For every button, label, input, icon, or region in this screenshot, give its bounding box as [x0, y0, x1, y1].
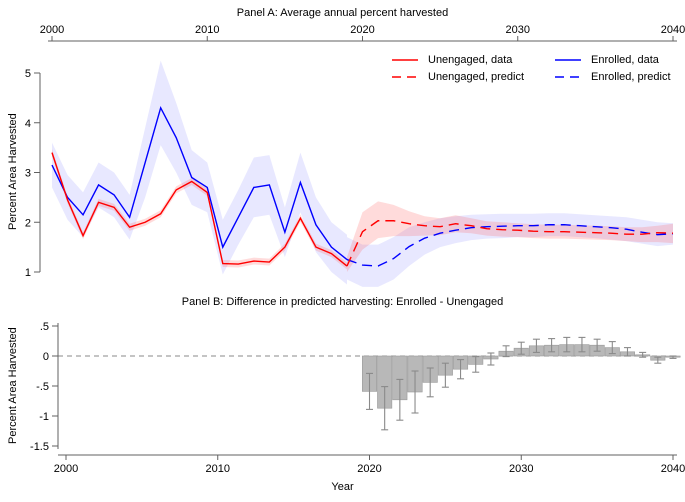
panel-a-x-tick-label: 2020: [350, 24, 374, 36]
legend-label: Enrolled, data: [591, 54, 659, 66]
panel-a-axes: [34, 36, 677, 273]
errorbar-2039: [654, 356, 662, 364]
errorbar-2021: [381, 386, 389, 431]
errorbar-2024: [426, 367, 434, 398]
errorbar-2030: [517, 341, 525, 355]
x-axis-label: Year: [331, 481, 354, 493]
legend-item-unengaged-data: Unengaged, data: [391, 54, 524, 66]
panel-b-title: Panel B: Difference in predicted harvest…: [181, 296, 504, 308]
errorbar-2029: [502, 345, 510, 358]
legend-item-unengaged-predict: Unengaged, predict: [391, 71, 524, 83]
legend-item-enrolled-data: Enrolled, data: [554, 54, 671, 66]
panel-b-y-tick-label: -1.5: [30, 441, 49, 453]
errorbar-2032: [548, 338, 556, 353]
legend-swatch-enrolled-data-icon: [555, 59, 582, 61]
legend-label: Enrolled, predict: [591, 71, 671, 83]
panel-a: 2000 2010 2020 2030 2040 1 2 3 4 5: [25, 24, 685, 287]
panel-b-y-axis-label: Percent Area Harvested: [7, 327, 19, 445]
errorbar-2026: [457, 359, 465, 380]
panel-b-y-tick-label: -.5: [36, 381, 49, 393]
band-unengaged-data: [52, 149, 347, 270]
panel-b-axes: [52, 323, 677, 460]
panel-a-y-tick-label: 3: [25, 168, 31, 180]
panel-a-x-tick-label: 2000: [40, 24, 64, 36]
panel-b-y-tick-label: -1: [39, 411, 49, 423]
legend-swatch-enrolled-predict-icon: [555, 76, 582, 78]
panel-b-x-tick-label: 2020: [357, 463, 381, 475]
panel-b: .5 0 -.5 -1 -1.5 2000 2010 2020 2030 2040: [30, 321, 685, 475]
errorbar-2037: [623, 347, 631, 357]
errorbar-2034: [578, 336, 586, 353]
errorbar-2031: [532, 338, 540, 353]
panel-a-x-tick-label: 2040: [661, 24, 685, 36]
band-enrolled-data: [52, 60, 347, 285]
panel-b-x-tick-label: 2040: [661, 463, 685, 475]
panel-a-y-tick-label: 4: [25, 118, 31, 130]
line-enrolled-data: [51, 105, 348, 261]
errorbar-2036: [608, 341, 616, 355]
errorbar-2022: [396, 378, 404, 421]
legend-label: Unengaged, data: [428, 54, 513, 66]
line-unengaged-predict: [346, 220, 674, 267]
panel-a-y-tick-label: 1: [25, 267, 31, 279]
legend: Unengaged, data Unengaged, predict Enrol…: [391, 54, 671, 83]
legend-label: Unengaged, predict: [428, 71, 525, 83]
panel-b-y-tick-label: .5: [40, 321, 49, 333]
panel-a-title: Panel A: Average annual percent harveste…: [236, 7, 449, 19]
errorbar-2020: [366, 372, 373, 410]
panel-a-y-axis-label: Percent Area Harvested: [7, 113, 19, 231]
legend-swatch-unengaged-predict-icon: [392, 76, 418, 78]
errorbar-2035: [593, 338, 601, 352]
panel-a-y-tick-label: 2: [25, 217, 31, 229]
panel-b-y-tick-label: 0: [43, 351, 49, 363]
panel-a-x-tick-label: 2010: [195, 24, 219, 36]
errorbar-2028: [487, 352, 495, 366]
errorbar-2025: [441, 362, 449, 388]
errorbar-2038: [639, 351, 647, 358]
errorbar-2023: [411, 370, 419, 414]
panel-a-y-tick-label: 5: [25, 68, 31, 80]
panel-b-x-tick-label: 2010: [206, 463, 230, 475]
panel-b-x-tick-label: 2000: [54, 463, 78, 475]
panel-a-x-tick-label: 2030: [506, 24, 530, 36]
line-unengaged-data: [51, 152, 348, 267]
legend-swatch-unengaged-data-icon: [392, 59, 418, 61]
errorbar-2033: [563, 336, 571, 353]
errorbar-2040: [669, 355, 677, 359]
panel-b-x-tick-label: 2030: [509, 463, 533, 475]
errorbar-2027: [472, 356, 480, 373]
legend-item-enrolled-predict: Enrolled, predict: [554, 71, 671, 83]
band-unengaged-predict: [346, 201, 673, 272]
band-enrolled-predict: [346, 213, 673, 287]
